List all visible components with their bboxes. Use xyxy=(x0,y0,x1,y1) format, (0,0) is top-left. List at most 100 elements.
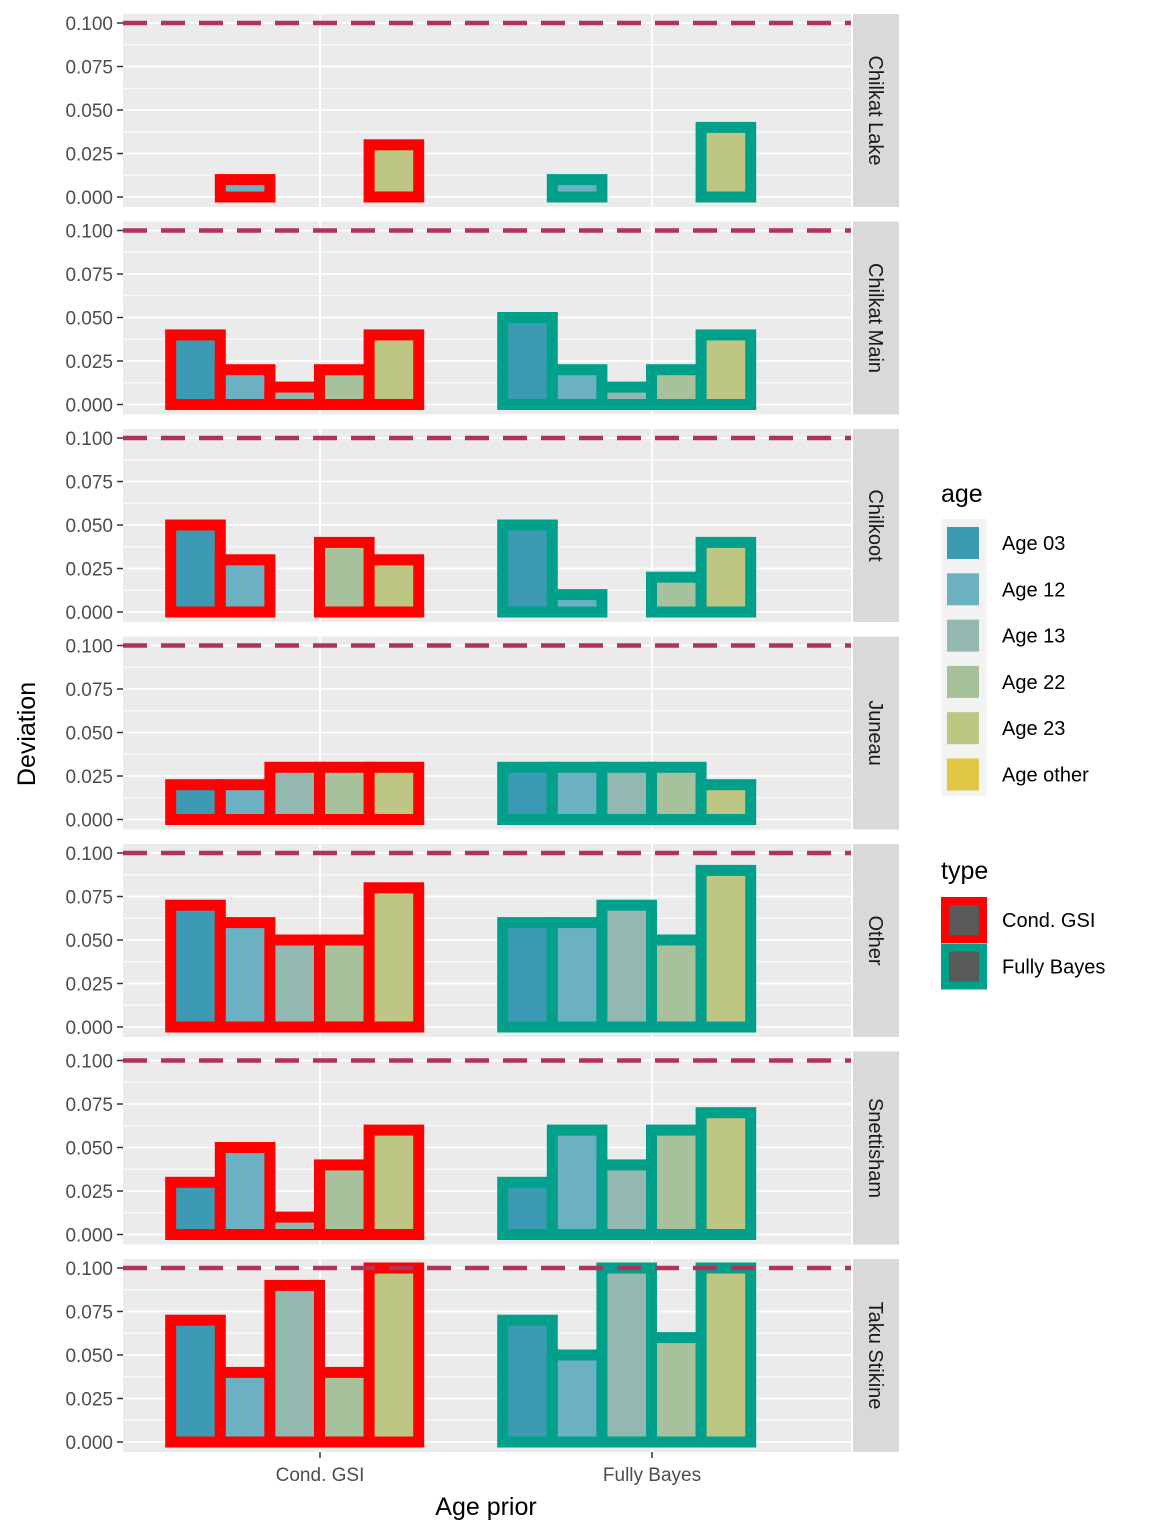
facet-strip xyxy=(853,636,899,830)
facet-other: 0.000 0.025 0.050 0.075 0.100 Other xyxy=(65,844,899,1039)
bar-cond-gsi-age-23 xyxy=(363,554,425,618)
y-tick-label: 0.075 xyxy=(65,680,113,701)
bar-fully-bayes-age-13 xyxy=(596,381,658,411)
bar-fully-bayes-age-12 xyxy=(546,174,608,203)
facet-juneau: 0.000 0.025 0.050 0.075 0.100 Juneau xyxy=(65,636,899,832)
bar-cond-gsi-age-03 xyxy=(165,1176,226,1241)
bar-fully-bayes-age-12 xyxy=(546,917,608,1033)
y-tick-label: 0.025 xyxy=(65,560,113,581)
y-tick-label: 0.050 xyxy=(65,1139,113,1160)
bar-cond-gsi-age-23 xyxy=(363,761,425,825)
y-tick-label: 0.100 xyxy=(65,844,113,865)
facet-chilkat-main: 0.000 0.025 0.050 0.075 0.100 Chilkat Main xyxy=(65,221,899,417)
bar-cond-gsi-age-12 xyxy=(214,174,276,203)
bar-cond-gsi-age-12 xyxy=(214,554,276,618)
legend-type-swatch-cond-gsi xyxy=(941,897,987,943)
facet-strip xyxy=(853,221,899,415)
facet-chilkoot: 0.000 0.025 0.050 0.075 0.100 Chilkoot xyxy=(65,429,899,624)
bar-cond-gsi-age-12 xyxy=(214,364,276,411)
bar-fully-bayes-age-23 xyxy=(695,329,757,410)
y-tick-label: 0.000 xyxy=(65,603,113,624)
legend-age-label-age-13: Age 13 xyxy=(1002,626,1065,648)
bar-fully-bayes-age-22 xyxy=(646,1124,707,1240)
bar-cond-gsi-age-13 xyxy=(264,1211,325,1240)
y-tick-label: 0.100 xyxy=(65,429,113,450)
y-tick-label: 0.100 xyxy=(65,1259,113,1280)
bar-fully-bayes-age-03 xyxy=(497,312,558,410)
legend-age-swatch-age-other xyxy=(947,758,979,791)
facet-strip-label: Other xyxy=(864,915,886,965)
y-tick-label: 0.075 xyxy=(65,58,113,79)
bar-cond-gsi-age-03 xyxy=(165,329,226,410)
y-tick-label: 0.025 xyxy=(65,767,113,788)
legend-age-swatch-age-13 xyxy=(947,619,979,652)
y-tick-label: 0.075 xyxy=(65,888,113,909)
bar-fully-bayes-age-03 xyxy=(497,519,558,618)
bar-fully-bayes-age-12 xyxy=(546,364,608,411)
bar-cond-gsi-age-12 xyxy=(214,917,276,1033)
facet-strip xyxy=(853,844,899,1037)
bar-cond-gsi-age-22 xyxy=(314,934,375,1033)
bar-fully-bayes-age-03 xyxy=(497,1176,558,1241)
bar-cond-gsi-age-03 xyxy=(165,1314,226,1448)
y-tick-label: 0.050 xyxy=(65,101,113,122)
legend-age-label-age-03: Age 03 xyxy=(1002,533,1065,555)
bar-fully-bayes-age-13 xyxy=(596,761,658,825)
y-tick-label: 0.000 xyxy=(65,811,113,832)
legend: age type Age 03 Age 12 Age 13 Age 22 Age 23 A… xyxy=(941,480,1105,990)
legend-age-label-age-12: Age 12 xyxy=(1002,579,1065,601)
facet-taku-stikine: 0.000 0.025 0.050 0.075 0.100 Taku Stikine xyxy=(65,1259,899,1454)
bar-cond-gsi-age-22 xyxy=(314,364,375,411)
facet-strip xyxy=(853,14,899,207)
facet-strip-label: Chilkat Main xyxy=(864,263,886,373)
legend-age-swatch-age-22 xyxy=(947,665,979,698)
bar-fully-bayes-age-22 xyxy=(646,934,707,1033)
y-tick-label: 0.100 xyxy=(65,637,113,658)
bar-fully-bayes-age-22 xyxy=(646,761,707,825)
bar-fully-bayes-age-23 xyxy=(695,779,757,826)
bar-fully-bayes-age-03 xyxy=(497,917,558,1033)
bar-cond-gsi-age-23 xyxy=(363,139,425,203)
bar-fully-bayes-age-22 xyxy=(646,1332,707,1448)
facet-strip xyxy=(853,1259,899,1452)
legend-age-swatch-age-03 xyxy=(947,527,979,559)
bar-fully-bayes-age-13 xyxy=(596,1159,658,1241)
y-tick-label: 0.000 xyxy=(65,1433,113,1454)
bar-fully-bayes-age-23 xyxy=(695,536,757,618)
x-axis-title: Age prior xyxy=(435,1493,536,1521)
bar-cond-gsi-age-13 xyxy=(264,761,325,825)
bar-fully-bayes-age-22 xyxy=(646,571,707,618)
bar-cond-gsi-age-12 xyxy=(214,1366,276,1448)
x-tick-label-cond-gsi: Cond. GSI xyxy=(276,1465,365,1486)
bar-cond-gsi-age-22 xyxy=(314,1159,375,1241)
facet-chilkat-lake: 0.000 0.025 0.050 0.075 0.100 Chilkat Lake xyxy=(65,14,899,209)
legend-title-type: type xyxy=(941,857,988,885)
y-axis-title: Deviation xyxy=(13,682,41,786)
legend-type-label-cond-gsi: Cond. GSI xyxy=(1002,910,1095,932)
bar-cond-gsi-age-22 xyxy=(314,761,375,825)
legend-age-key-background xyxy=(941,519,987,796)
legend-age-label-age-23: Age 23 xyxy=(1002,718,1065,740)
y-tick-label: 0.050 xyxy=(65,931,113,952)
facet-snettisham: 0.000 0.025 0.050 0.075 0.100 Snettisham xyxy=(65,1051,899,1247)
legend-type-swatch-fully-bayes xyxy=(941,943,987,990)
y-tick-label: 0.025 xyxy=(65,1182,113,1203)
legend-title-age: age xyxy=(941,480,983,508)
bar-cond-gsi-age-22 xyxy=(314,1366,375,1448)
bar-fully-bayes-age-23 xyxy=(695,864,757,1033)
y-tick-label: 0.050 xyxy=(65,516,113,537)
bar-cond-gsi-age-03 xyxy=(165,899,226,1033)
legend-age-label-age-22: Age 22 xyxy=(1002,672,1065,694)
y-tick-label: 0.075 xyxy=(65,1303,113,1324)
y-tick-label: 0.000 xyxy=(65,188,113,209)
bar-fully-bayes-age-23 xyxy=(695,121,757,203)
bar-fully-bayes-age-03 xyxy=(497,1314,558,1448)
y-tick-label: 0.025 xyxy=(65,1390,113,1411)
bar-cond-gsi-age-23 xyxy=(363,882,425,1033)
y-tick-label: 0.100 xyxy=(65,1052,113,1073)
bar-cond-gsi-age-12 xyxy=(214,1142,276,1240)
y-tick-label: 0.000 xyxy=(65,1226,113,1247)
bar-fully-bayes-age-13 xyxy=(596,1262,658,1448)
bar-fully-bayes-age-12 xyxy=(546,761,608,825)
